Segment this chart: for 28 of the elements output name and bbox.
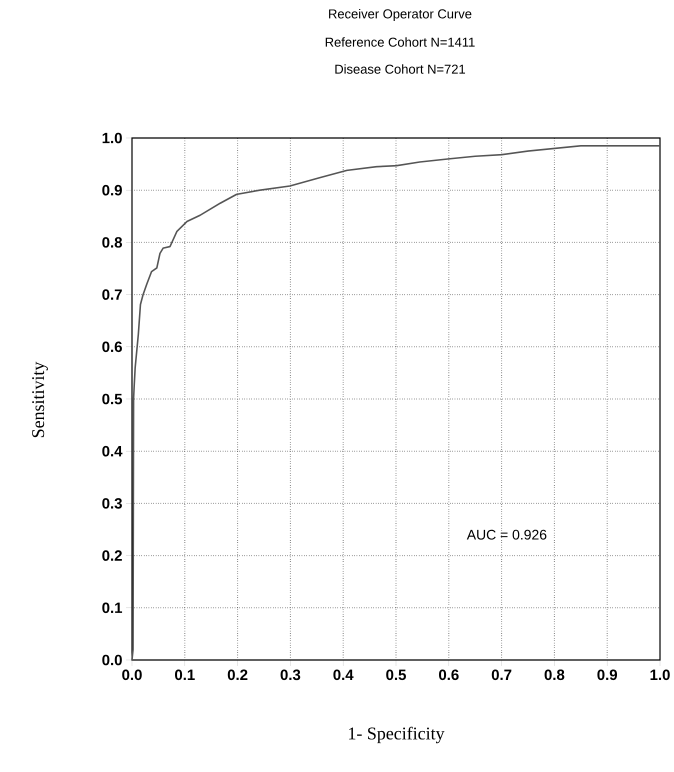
y-tick-label: 0.1 xyxy=(102,602,122,614)
y-tick-label: 0.6 xyxy=(102,342,122,352)
y-tick-label: 0.4 xyxy=(102,446,122,456)
x-axis-title: 1- Specificity xyxy=(349,726,445,744)
x-tick-label: 0.1 xyxy=(175,670,195,680)
y-tick-label: 0.2 xyxy=(102,550,122,561)
x-tick-label: 0.4 xyxy=(333,670,354,680)
x-tick-label: 0.3 xyxy=(280,670,300,680)
x-tick-label: 0.8 xyxy=(544,670,564,680)
chart-subtitle: Reference Cohort N=1411 xyxy=(326,37,475,47)
x-tick-label: 0.5 xyxy=(386,670,406,680)
x-tick-label: 0.0 xyxy=(122,670,142,680)
text: Disease Cohort N=721 xyxy=(335,64,466,74)
x-tick-label: 0.9 xyxy=(597,670,618,680)
y-tick-label: 0.0 xyxy=(102,654,122,666)
chart-title: Receiver Operator Curve xyxy=(329,8,472,22)
y-tick-label: 0.3 xyxy=(102,498,122,509)
y-axis-title: Sensitivity xyxy=(32,362,48,438)
x-tick-label: 0.2 xyxy=(228,670,248,680)
y-tick-label: 1.0 xyxy=(102,132,122,144)
y-tick-label: 0.7 xyxy=(102,289,122,300)
x-tick-label: 0.6 xyxy=(439,670,459,680)
y-tick-label: 0.5 xyxy=(102,394,122,404)
y-tick-label: 0.8 xyxy=(102,237,122,248)
y-tick-label: 0.9 xyxy=(102,184,122,196)
x-tick-label: 0.7 xyxy=(492,670,512,680)
annotation: AUC = 0.926 xyxy=(466,530,546,540)
x-tick-label: 1.0 xyxy=(650,670,670,680)
